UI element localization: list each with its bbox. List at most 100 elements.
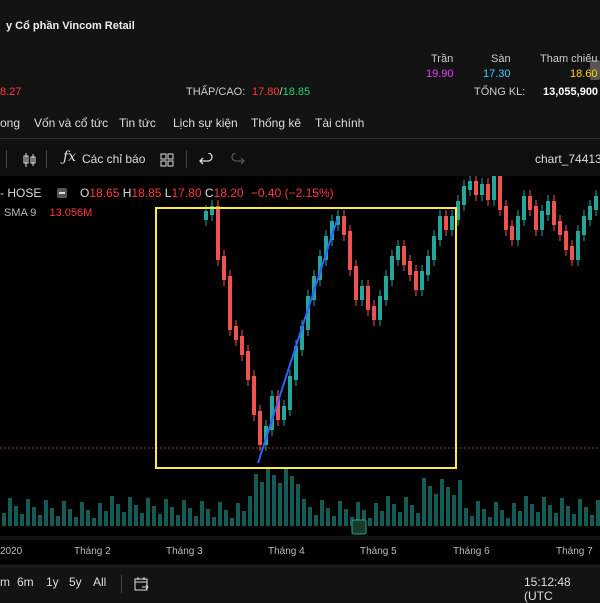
volume-bar — [260, 482, 264, 526]
date-range-icon[interactable] — [134, 576, 150, 592]
range-button[interactable]: 6m — [17, 575, 34, 589]
volume-bar — [8, 498, 12, 526]
volume-bar — [236, 503, 240, 526]
candle-body — [540, 211, 544, 230]
sma-label: SMA 9 — [4, 207, 37, 219]
candle-body — [486, 184, 490, 200]
chart-name[interactable]: chart_74413 — [535, 152, 600, 166]
candle-body — [294, 346, 298, 380]
volume-bar — [458, 480, 462, 526]
volume-bar — [92, 518, 96, 526]
tab-capital-dividend[interactable]: Vốn và cổ tức — [34, 116, 109, 130]
candle-body — [336, 216, 340, 225]
price-chart[interactable]: - HOSE O18.65 H18.85 L17.80 C18.20 −0.40… — [0, 176, 600, 536]
candle-body — [594, 196, 598, 210]
volume-bar — [134, 505, 138, 526]
volume-bar — [368, 518, 372, 526]
range-button[interactable]: 5y — [69, 575, 82, 589]
reference-value: 18.60 — [570, 68, 598, 80]
ohlc-legend: - HOSE O18.65 H18.85 L17.80 C18.20 −0.40… — [0, 186, 334, 200]
candle-body — [300, 326, 304, 350]
candle-body — [270, 396, 274, 430]
volume-bar — [224, 510, 228, 526]
undo-icon[interactable] — [199, 153, 213, 167]
sma-value: 13.056M — [49, 207, 93, 219]
candle-body — [450, 216, 454, 230]
volume-bar — [326, 508, 330, 526]
sma-legend: SMA 9 13.056M — [4, 207, 92, 219]
candle-body — [348, 231, 352, 270]
candle-body — [276, 396, 280, 420]
candle-body — [570, 246, 574, 260]
low-high-label: THẤP/CAO: — [186, 86, 246, 98]
collapse-legend-button[interactable] — [56, 188, 67, 198]
x-tick: Tháng 7 — [556, 546, 593, 557]
scrollbar-thumb[interactable] — [590, 60, 600, 80]
tab-overview[interactable]: ong — [0, 116, 21, 130]
candle-body — [492, 176, 496, 200]
x-tick: 2020 — [0, 546, 23, 557]
volume-bar — [284, 468, 288, 526]
volume-bar — [254, 474, 258, 526]
volume-label: TỔNG KL: — [474, 86, 526, 98]
open-value: 18.65 — [89, 186, 120, 200]
reference-label: Tham chiếu — [540, 53, 598, 65]
volume-bar — [104, 511, 108, 526]
candle-body — [558, 221, 562, 235]
candle-body — [282, 406, 286, 420]
tab-bar: ong Vốn và cổ tức Tin tức Lịch sự kiện T… — [0, 108, 600, 139]
candle-body — [546, 201, 550, 215]
volume-bar — [212, 517, 216, 526]
tab-financials[interactable]: Tài chính — [315, 116, 365, 130]
candle-body — [582, 216, 586, 235]
volume-bar — [302, 499, 306, 526]
volume-bar — [62, 501, 66, 526]
function-icon[interactable]: ƒx — [63, 149, 77, 165]
candle-body — [252, 376, 256, 415]
volume-bar — [422, 478, 426, 526]
chart-canvas[interactable] — [0, 176, 600, 536]
indicators-button[interactable]: Các chỉ báo — [82, 152, 146, 166]
volume-bar — [56, 516, 60, 526]
volume-bar — [362, 510, 366, 526]
volume-bar — [98, 503, 102, 526]
volume-bar — [200, 501, 204, 526]
volume-bar — [206, 509, 210, 526]
volume-bar — [452, 495, 456, 526]
volume-bar — [530, 504, 534, 526]
candle-body — [378, 296, 382, 320]
volume-bar — [182, 500, 186, 526]
volume-bar — [398, 512, 402, 526]
volume-bar — [272, 475, 276, 526]
candle-body — [354, 266, 358, 300]
volume-bar — [152, 506, 156, 526]
tab-events[interactable]: Lịch sự kiện — [173, 116, 238, 130]
volume-bar — [74, 517, 78, 526]
volume-bar — [2, 513, 6, 526]
candle-body — [408, 261, 412, 275]
range-button[interactable]: All — [93, 575, 107, 589]
volume-bar — [488, 517, 492, 526]
tab-statistics[interactable]: Thống kê — [251, 116, 302, 130]
candle-body — [228, 276, 232, 330]
layout-grid-icon[interactable] — [160, 153, 174, 167]
volume-bar — [428, 486, 432, 526]
volume-bar — [110, 496, 114, 526]
divider — [46, 150, 47, 168]
volume-bar — [344, 509, 348, 526]
tab-news[interactable]: Tin tức — [119, 116, 156, 130]
volume-bar — [218, 502, 222, 526]
range-button[interactable]: m — [0, 575, 10, 589]
divider — [121, 575, 122, 593]
x-tick: Tháng 5 — [360, 546, 397, 557]
volume-bar — [338, 501, 342, 526]
redo-icon[interactable] — [231, 153, 245, 167]
volume-bar — [470, 516, 474, 526]
range-button[interactable]: 1y — [46, 575, 59, 589]
volume-bar — [404, 497, 408, 526]
candlestick-icon[interactable] — [22, 152, 38, 168]
candle-body — [498, 176, 502, 210]
volume-bar — [482, 509, 486, 526]
volume-bar — [578, 499, 582, 526]
volume-bar — [332, 516, 336, 526]
